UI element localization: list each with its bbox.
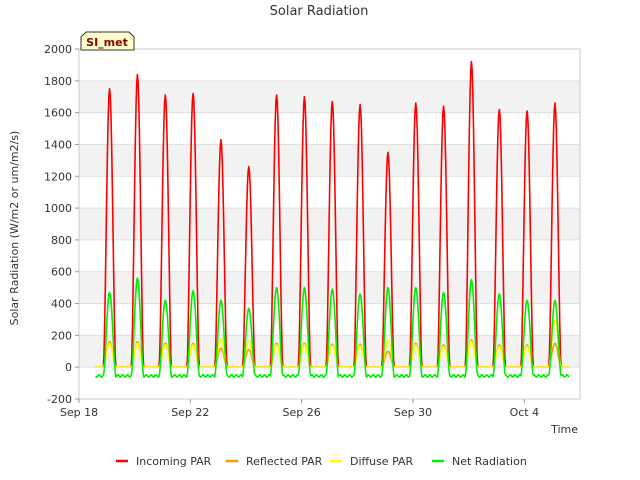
x-axis-label: Time (550, 423, 578, 436)
legend-label: Diffuse PAR (350, 455, 414, 468)
chart-title: Solar Radiation (270, 4, 369, 19)
series-line-net-radiation (95, 277, 570, 378)
grid-band (79, 271, 580, 304)
y-tick-label: 1800 (44, 75, 72, 88)
grid-band (79, 49, 580, 81)
x-tick-label: Sep 26 (283, 406, 321, 419)
plot-area-frame (78, 48, 581, 400)
y-tick-label: 0 (65, 361, 72, 374)
y-tick-label: 1600 (44, 107, 72, 120)
legend-label: Incoming PAR (136, 455, 212, 468)
y-tick-label: 2000 (44, 43, 72, 56)
grid-band (79, 367, 580, 399)
legend-label: Reflected PAR (246, 455, 323, 468)
y-tick-label: 200 (51, 329, 72, 342)
grid-band (79, 112, 580, 145)
site-badge-label: SI_met (86, 36, 128, 49)
y-tick-label: -200 (47, 393, 72, 406)
x-tick-label: Oct 4 (510, 406, 540, 419)
x-tick-label: Sep 30 (394, 406, 432, 419)
y-tick-label: 1200 (44, 170, 72, 183)
y-tick-label: 800 (51, 234, 72, 247)
series-line-diffuse-par (95, 318, 569, 368)
y-tick-label: 600 (51, 266, 72, 279)
legend: Incoming PAR Reflected PAR Diffuse PAR Net … (116, 455, 527, 468)
y-tick-label: 400 (51, 298, 72, 311)
y-tick-label: 1400 (44, 138, 72, 151)
site-badge-shape (80, 31, 135, 51)
x-tick-label: Sep 18 (60, 406, 98, 419)
site-badge: SI_met (80, 31, 135, 51)
grid-band (79, 80, 580, 113)
x-tick-label: Sep 22 (171, 406, 209, 419)
y-tick-label: 1000 (44, 202, 72, 215)
y-axis-label: Solar Radiation (W/m2 or um/m2/s) (8, 131, 21, 326)
legend-label: Net Radiation (452, 455, 527, 468)
